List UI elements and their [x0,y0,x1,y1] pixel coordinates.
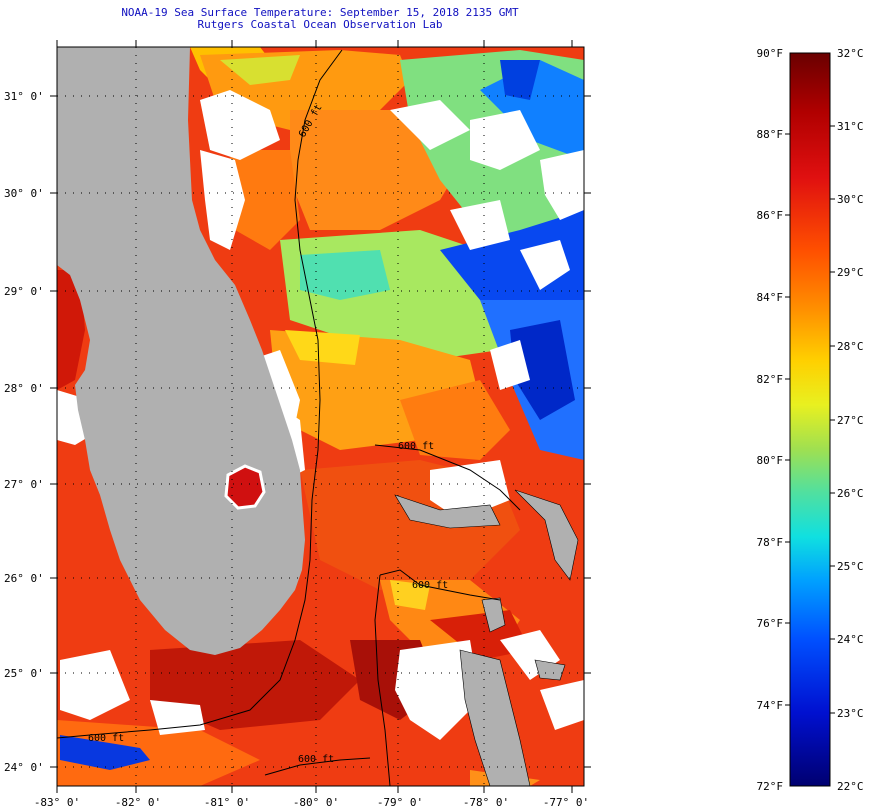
celsius-ticks [830,125,835,714]
fahrenheit-label: 80°F [757,454,784,467]
lat-label: 24° 0' [4,761,44,774]
celsius-label: 25°C [837,560,864,573]
fahrenheit-label: 86°F [757,209,784,222]
lake-okeechobee [224,464,266,510]
fahrenheit-label: 84°F [757,291,784,304]
lat-label: 29° 0' [4,285,44,298]
axis-ticks [50,40,591,793]
bahamas-land [394,489,579,786]
lon-label: -78° 0' [463,796,509,809]
celsius-label: 27°C [837,414,864,427]
fahrenheit-label: 74°F [757,699,784,712]
lon-label: -83° 0' [34,796,80,809]
fahrenheit-label: 90°F [757,47,784,60]
celsius-label: 31°C [837,120,864,133]
lat-label: 25° 0' [4,667,44,680]
fahrenheit-label: 78°F [757,536,784,549]
sst-map: 600 ft 600 ft 600 ft 600 ft 600 ft [4,40,591,809]
celsius-label: 32°C [837,47,864,60]
celsius-label: 22°C [837,780,864,793]
lat-label: 30° 0' [4,187,44,200]
isobath-lines [56,49,521,787]
fahrenheit-label: 88°F [757,128,784,141]
colorbar-gradient [789,52,831,787]
fahrenheit-ticks [785,133,790,706]
lat-label: 28° 0' [4,382,44,395]
lon-label: -79° 0' [377,796,423,809]
colorbar: 90°F 88°F 86°F 84°F 82°F 80°F 78°F 76°F … [757,47,864,793]
map-subtitle: Rutgers Coastal Ocean Observation Lab [197,18,443,31]
celsius-label: 23°C [837,707,864,720]
celsius-label: 26°C [837,487,864,500]
latitude-labels: 31° 0' 30° 0' 29° 0' 28° 0' 27° 0' 26° 0… [4,90,44,774]
isobath-label: 600 ft [298,754,334,765]
fahrenheit-label: 82°F [757,373,784,386]
longitude-labels: -83° 0' -82° 0' -81° 0' -80° 0' -79° 0' … [34,796,589,809]
celsius-label: 30°C [837,193,864,206]
fahrenheit-label: 76°F [757,617,784,630]
lat-label: 27° 0' [4,478,44,491]
celsius-scale: 32°C 31°C 30°C 29°C 28°C 27°C 26°C 25°C … [837,47,864,793]
isobath-label: 600 ft [88,733,124,744]
lat-label: 31° 0' [4,90,44,103]
map-title: NOAA-19 Sea Surface Temperature: Septemb… [121,6,519,19]
lon-label: -81° 0' [204,796,250,809]
lon-label: -82° 0' [115,796,161,809]
fahrenheit-label: 72°F [757,780,784,793]
lon-label: -77° 0' [543,796,589,809]
fahrenheit-scale: 90°F 88°F 86°F 84°F 82°F 80°F 78°F 76°F … [757,47,784,793]
lon-label: -80° 0' [293,796,339,809]
map-frame [56,46,585,787]
celsius-label: 28°C [837,340,864,353]
isobath-label: 600 ft [412,580,448,591]
celsius-label: 24°C [837,633,864,646]
lat-label: 26° 0' [4,572,44,585]
isobath-label: 600 ft [398,441,434,452]
celsius-label: 29°C [837,266,864,279]
